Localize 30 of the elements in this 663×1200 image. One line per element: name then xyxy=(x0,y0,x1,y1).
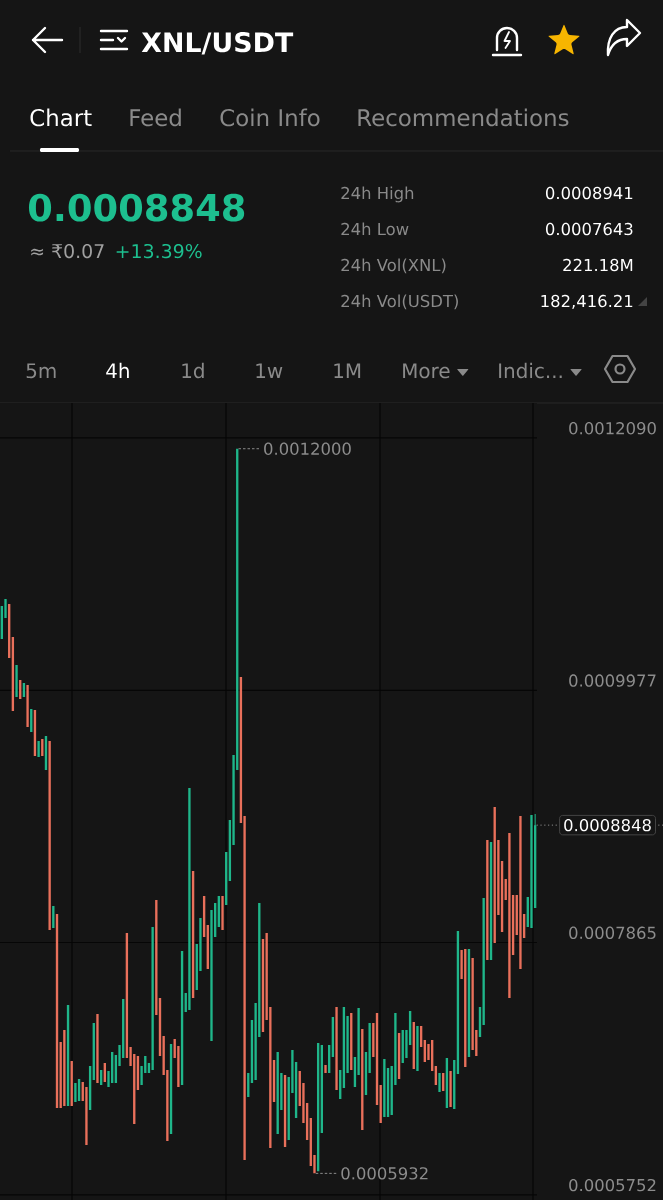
y-tick-label: 0.0005752 xyxy=(569,1178,656,1192)
ref-line-label: 0.0008848 xyxy=(564,818,651,832)
text: 1d xyxy=(182,362,204,379)
annotation: 0.0005932 xyxy=(341,1167,428,1180)
text: Indic... xyxy=(499,362,562,379)
text: Chart xyxy=(30,108,92,127)
y-tick-label: 0.0009977 xyxy=(569,674,656,687)
text: 24h Low xyxy=(341,222,409,236)
text: 182,416.21 xyxy=(541,294,633,309)
text: Coin Info xyxy=(220,108,320,127)
text: 221.18M xyxy=(563,258,633,272)
annotation: 0.0012000 xyxy=(264,442,351,455)
y-tick-label: 0.0012090 xyxy=(569,422,656,435)
text: 0.0008848 xyxy=(28,193,245,222)
text: Feed xyxy=(130,108,181,127)
text: 4h xyxy=(106,362,129,378)
y-tick-label: 0.0007865 xyxy=(569,926,656,939)
text: 0.0008941 xyxy=(545,186,633,200)
text: More xyxy=(403,363,450,379)
chart-title: XNL/USDT xyxy=(141,32,294,55)
text: Recommendations xyxy=(358,108,569,127)
text: 5m xyxy=(26,363,56,379)
text: 1M xyxy=(334,363,361,378)
text: 24h High xyxy=(341,186,414,203)
text: +13.39% xyxy=(116,243,202,259)
text: 0.0007643 xyxy=(545,222,633,236)
text: 24h Vol(XNL) xyxy=(341,258,446,274)
text: ≈ ₹0.07 xyxy=(31,243,104,259)
text: 1w xyxy=(256,363,283,378)
text: 24h Vol(USDT) xyxy=(341,294,458,310)
